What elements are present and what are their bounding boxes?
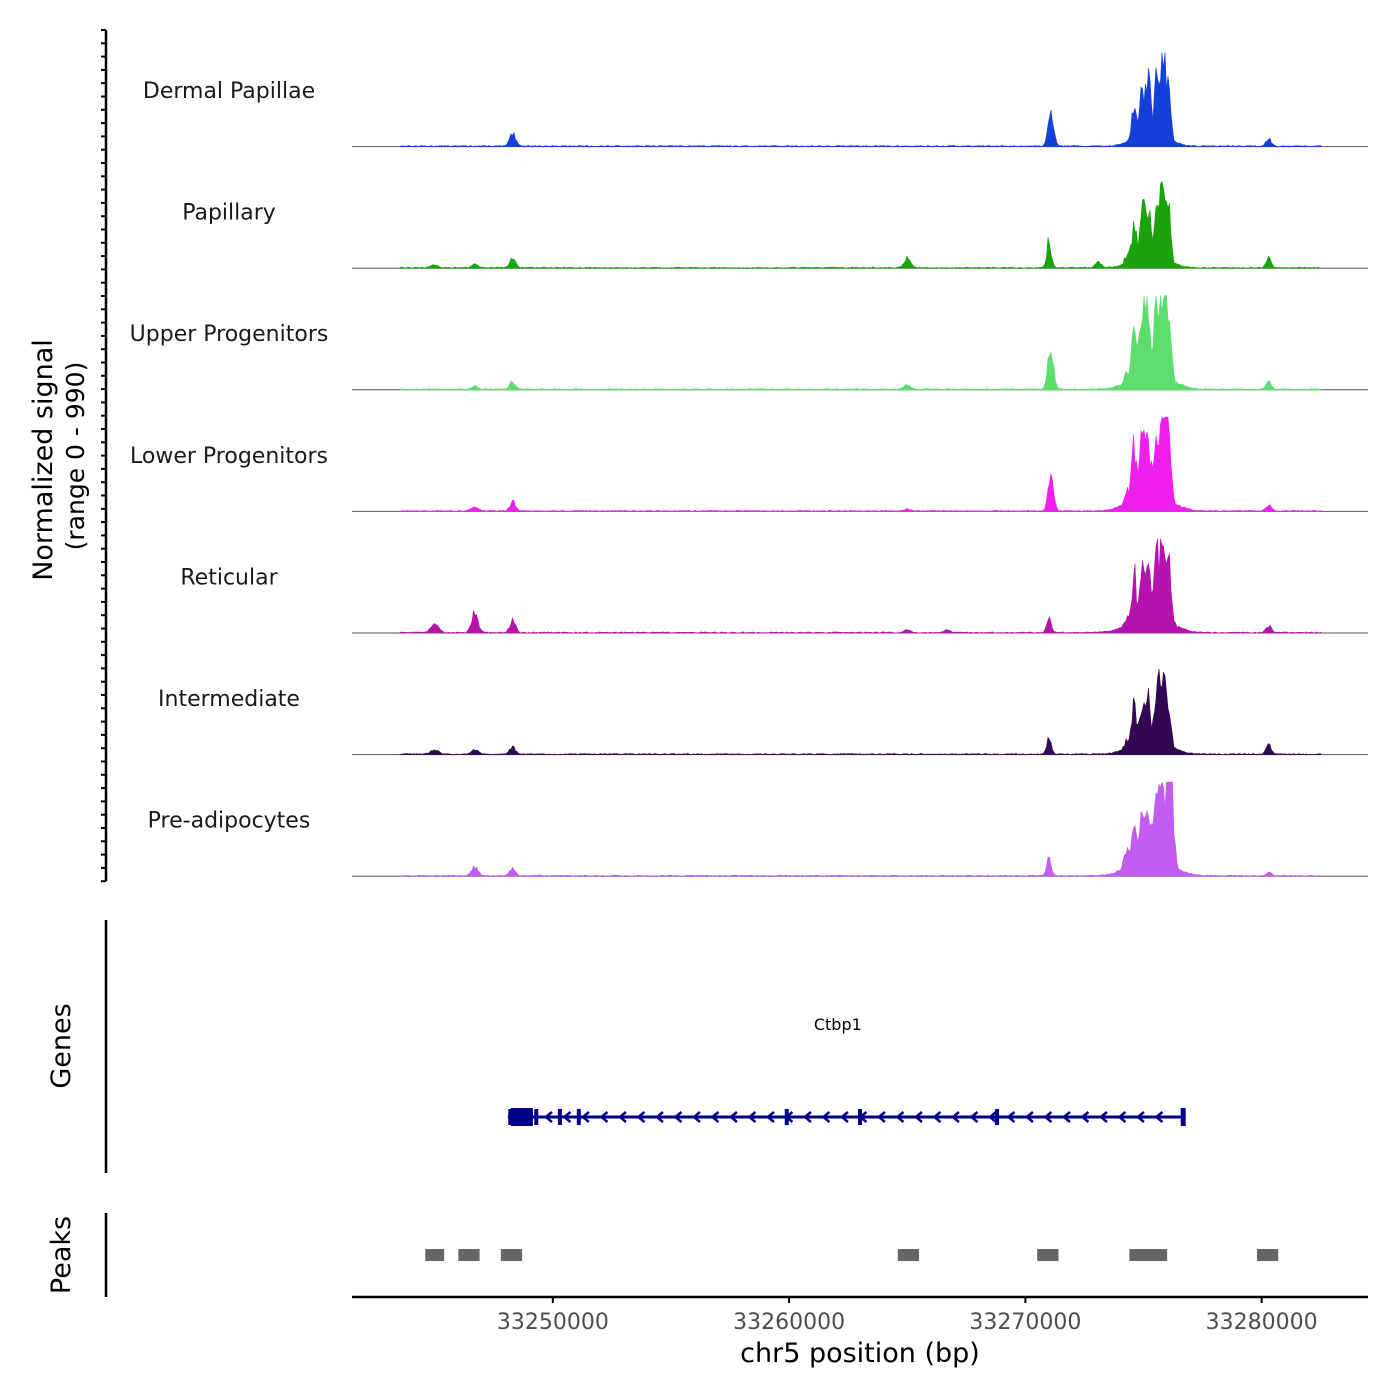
strand-arrow [580,1111,590,1123]
signal-panel: Dermal Papillae Papillary Upper Progenitor… [101,29,1368,883]
track-label: Pre-adipocytes [148,809,311,834]
strand-arrow [1006,1111,1016,1123]
gene-exon [508,1109,513,1125]
signal-axis-title: Normalized signal [28,339,59,581]
x-tick-label: 33250000 [497,1310,609,1335]
track-signal-area [399,780,1322,877]
track-lower-progenitors: Lower Progenitors [130,416,1368,512]
track-signal-area [399,180,1322,269]
x-axis-title: chr5 position (bp) [740,1338,980,1369]
strand-arrow [617,1111,627,1123]
gene-exon [858,1109,862,1125]
gene-exon [576,1109,581,1125]
strand-arrow [1080,1111,1090,1123]
track-dermal-papillae: Dermal Papillae [143,52,1368,148]
gene-tss-exon [1180,1108,1186,1126]
x-tick-label: 33260000 [733,1310,845,1335]
track-label: Intermediate [158,687,300,712]
signal-axis-subtitle: (range 0 - 990) [61,362,90,551]
track-reticular: Reticular [180,538,1368,634]
strand-arrow [876,1111,886,1123]
strand-arrow [802,1111,812,1123]
gene-exon-block [510,1108,533,1126]
gene-exon [534,1109,539,1125]
track-label: Lower Progenitors [130,444,328,469]
x-tick-label: 33280000 [1206,1310,1318,1335]
strand-arrow [691,1111,701,1123]
strand-arrow [1024,1111,1034,1123]
strand-arrow [747,1111,757,1123]
strand-arrow [932,1111,942,1123]
strand-arrow [1098,1111,1108,1123]
strand-arrow [950,1111,960,1123]
gene-exon [784,1109,789,1125]
gene-ctbp1: Ctbp1 [507,1015,1186,1126]
strand-arrow [1117,1111,1127,1123]
strand-arrow [821,1111,831,1123]
peak-region [500,1249,523,1261]
strand-arrow [839,1111,849,1123]
track-upper-progenitors: Upper Progenitors [130,295,1368,391]
strand-arrow [969,1111,979,1123]
strand-arrow [1135,1111,1145,1123]
genes-panel: Ctbp1 [104,920,1186,1173]
strand-arrow [543,1111,553,1123]
track-label: Dermal Papillae [143,79,315,104]
strand-arrow [1043,1111,1053,1123]
strand-arrow [1154,1111,1164,1123]
gene-exon [557,1109,562,1125]
peaks-panel [104,1213,1279,1297]
gene-exon [515,1109,520,1125]
genes-axis-title: Genes [46,1003,77,1088]
strand-arrow [987,1111,997,1123]
peak-region [1256,1249,1279,1261]
track-pre-adipocytes: Pre-adipocytes [148,780,1368,877]
peak-region [458,1249,480,1261]
strand-arrow [765,1111,775,1123]
peak-region [425,1249,445,1261]
x-axis: 33250000 33260000 33270000 33280000 [352,1295,1368,1335]
strand-arrow [895,1111,905,1123]
strand-arrow [913,1111,923,1123]
peaks-axis-title: Peaks [46,1216,77,1294]
x-tick-label: 33270000 [969,1310,1081,1335]
strand-arrow [673,1111,683,1123]
track-label: Papillary [182,201,276,226]
strand-arrow [710,1111,720,1123]
track-signal-area [399,52,1322,147]
strand-arrow [562,1111,572,1123]
strand-arrow [728,1111,738,1123]
peak-region [897,1249,920,1261]
strand-arrow [636,1111,646,1123]
track-label: Upper Progenitors [130,322,329,347]
track-signal-area [399,295,1322,391]
gene-label: Ctbp1 [814,1015,862,1034]
track-signal-area [399,538,1322,634]
peak-region [1143,1249,1168,1261]
gene-exon [524,1109,529,1125]
peak-region [1129,1249,1144,1261]
gene-exon [995,1109,1000,1125]
track-signal-area [399,416,1322,512]
track-papillary: Papillary [182,180,1368,269]
strand-arrow [599,1111,609,1123]
strand-arrow [654,1111,664,1123]
strand-arrow [1061,1111,1071,1123]
track-signal-area [399,669,1322,755]
track-label: Reticular [180,565,278,590]
peak-region [1037,1249,1059,1261]
track-intermediate: Intermediate [158,669,1368,756]
